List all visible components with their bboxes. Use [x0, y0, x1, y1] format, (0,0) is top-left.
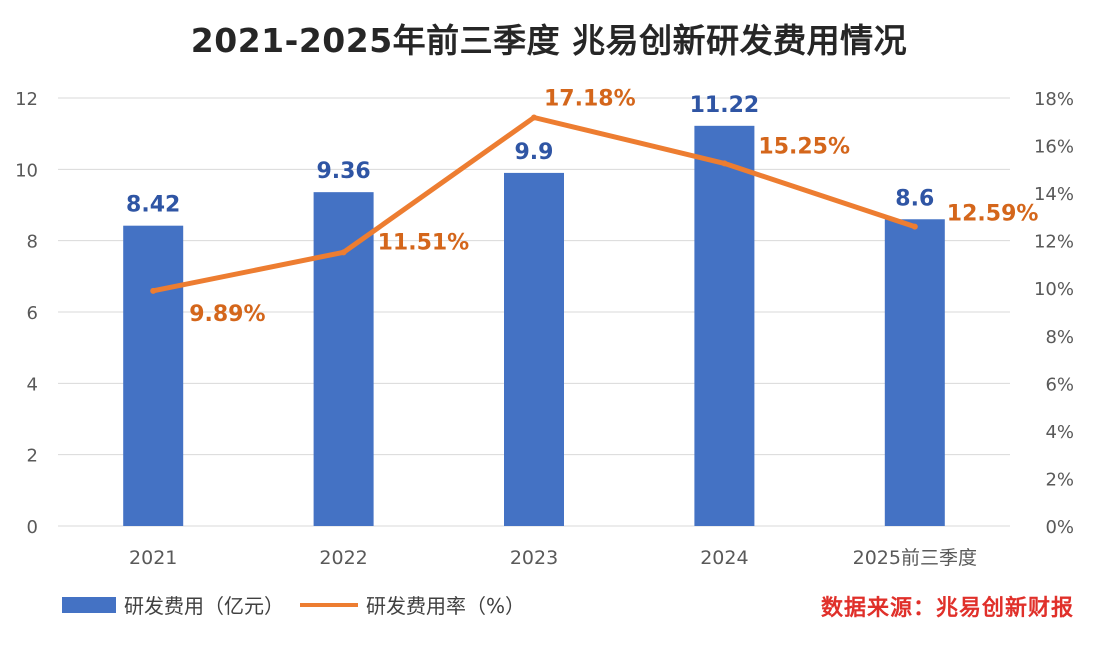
bar [313, 192, 374, 526]
y-right-tick-label: 14% [1034, 184, 1074, 205]
bar [694, 125, 755, 526]
y-left-tick-label: 12 [15, 89, 38, 110]
y-left-tick-label: 0 [27, 517, 38, 538]
chart-title: 2021-2025年前三季度 兆易创新研发费用情况 [190, 21, 908, 60]
x-tick-label: 2023 [510, 547, 558, 569]
line-data-label: 11.51% [378, 230, 470, 255]
y-right-tick-label: 18% [1034, 89, 1074, 110]
y-right-tick-label: 0% [1045, 517, 1074, 538]
bar-data-label: 9.9 [515, 140, 554, 165]
y-left-tick-label: 4 [27, 374, 38, 395]
x-tick-label: 2025前三季度 [853, 547, 977, 569]
y-right-tick-label: 12% [1034, 232, 1074, 253]
source-note: 数据来源：兆易创新财报 [820, 596, 1074, 621]
x-tick-label: 2024 [700, 547, 748, 569]
bar [123, 225, 184, 527]
y-left-tick-label: 6 [27, 303, 38, 324]
line-point [721, 160, 728, 167]
y-right-tick-label: 2% [1045, 469, 1074, 490]
bar-data-label: 8.6 [895, 186, 934, 211]
line-point [340, 249, 347, 256]
line-data-label: 17.18% [544, 86, 636, 111]
y-right-tick-label: 6% [1045, 374, 1074, 395]
legend-label-bar: 研发费用（亿元） [124, 594, 284, 618]
line-point [911, 223, 918, 230]
bar [884, 219, 945, 526]
x-tick-label: 2021 [129, 547, 177, 569]
legend-swatch-bar [62, 596, 116, 613]
line-data-label: 12.59% [947, 202, 1039, 227]
bar [504, 172, 564, 526]
y-right-tick-label: 16% [1034, 137, 1074, 158]
line-data-label: 9.89% [189, 302, 265, 327]
x-tick-label: 2022 [319, 547, 367, 569]
bar-data-label: 9.36 [316, 159, 370, 184]
legend-swatch-line [300, 602, 358, 607]
bar-data-label: 11.22 [690, 93, 760, 118]
line-point [531, 114, 537, 121]
legend: 研发费用（亿元） 研发费用率（%） [62, 590, 525, 619]
y-right-tick-label: 4% [1045, 422, 1074, 443]
y-left-tick-label: 8 [27, 232, 38, 253]
legend-label-line: 研发费用率（%） [366, 594, 526, 618]
bar-data-label: 8.42 [126, 193, 180, 218]
y-left-tick-label: 2 [27, 446, 38, 467]
y-left-tick-label: 10 [15, 160, 38, 181]
line-data-label: 15.25% [758, 134, 850, 159]
y-right-tick-label: 10% [1034, 279, 1074, 300]
y-right-tick-label: 8% [1045, 327, 1074, 348]
line-point [150, 287, 157, 294]
